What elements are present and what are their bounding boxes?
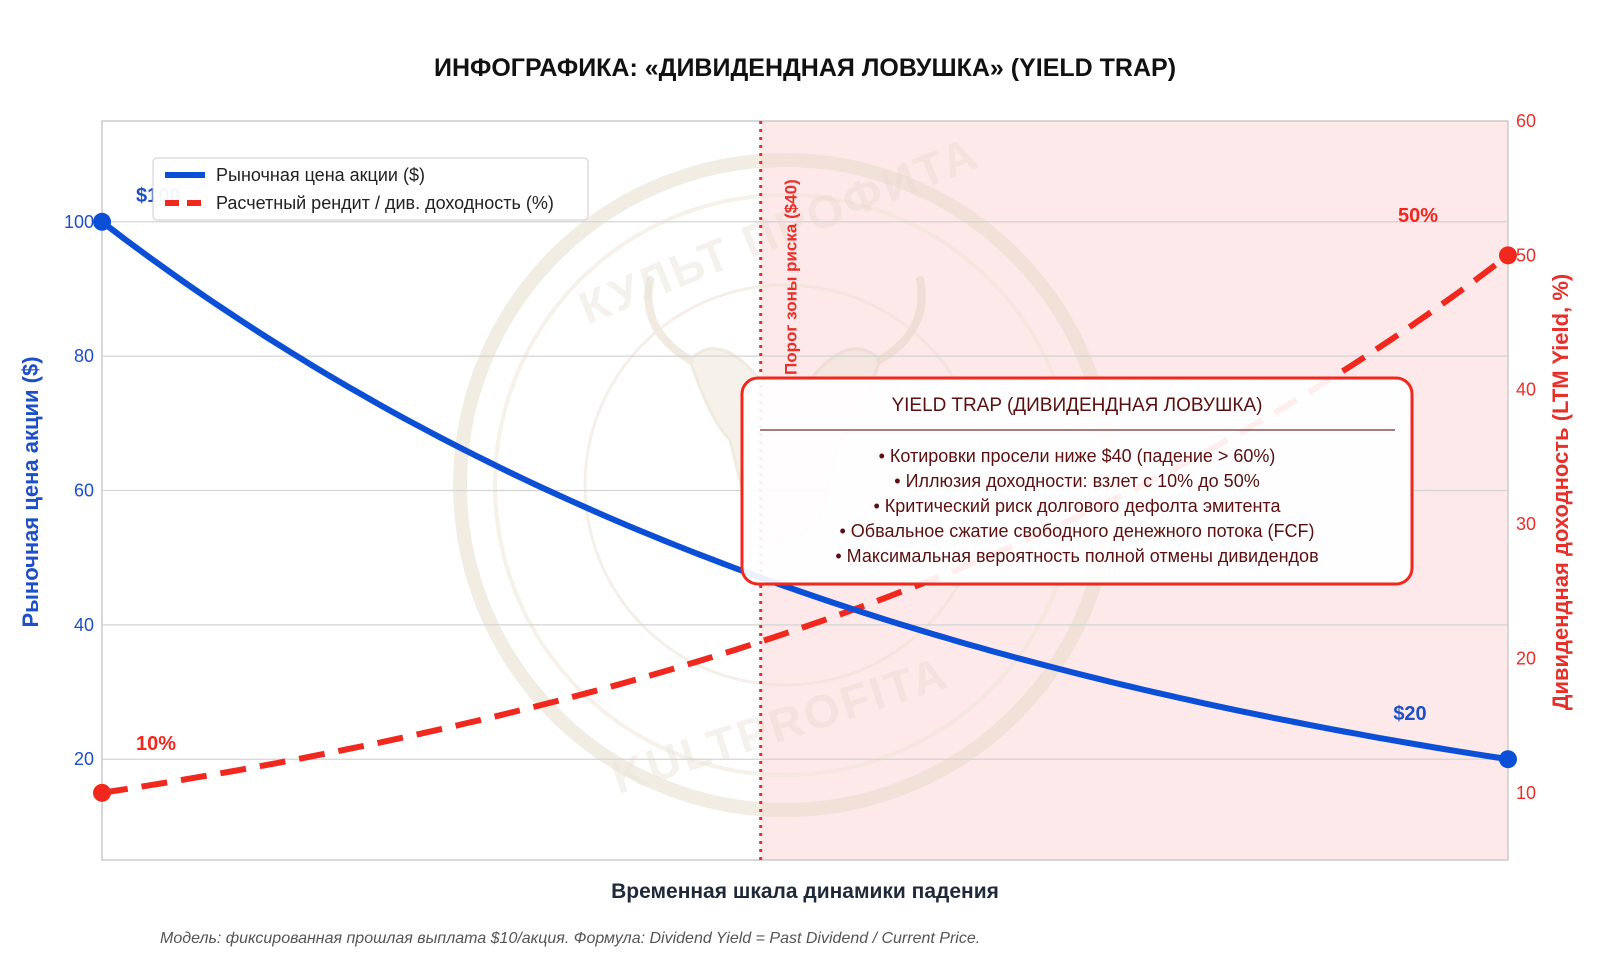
- info-box-title: YIELD TRAP (ДИВИДЕНДНАЯ ЛОВУШКА): [891, 395, 1262, 416]
- info-box-line: • Обвальное сжатие свободного денежного …: [839, 521, 1314, 541]
- price-end-marker: [1499, 750, 1517, 769]
- left-axis-title: Рыночная цена акции ($): [18, 356, 43, 627]
- left-tick-label: 20: [74, 749, 94, 769]
- left-tick-label: 60: [74, 481, 94, 501]
- yield-start-marker: [93, 783, 111, 802]
- right-tick-label: 40: [1516, 380, 1536, 400]
- info-box-line: • Котировки просели ниже $40 (падение > …: [879, 446, 1276, 466]
- yield-end-marker: [1499, 246, 1517, 265]
- legend-label-yield: Расчетный рендит / див. доходность (%): [216, 193, 554, 213]
- price-series-line: [100, 219, 1509, 763]
- left-tick-label: 40: [74, 615, 94, 635]
- left-tick-label: 80: [74, 346, 94, 366]
- right-tick-label: 10: [1516, 783, 1536, 803]
- series-markers: [93, 212, 1517, 802]
- footnote: Модель: фиксированная прошлая выплата $1…: [160, 930, 980, 947]
- price-start-marker: [93, 212, 111, 231]
- yield-end-label: 50%: [1398, 205, 1438, 227]
- info-box-line: • Иллюзия доходности: взлет с 10% до 50%: [894, 471, 1259, 491]
- yield-series-line: [101, 253, 1510, 796]
- yield-trap-info-box: YIELD TRAP (ДИВИДЕНДНАЯ ЛОВУШКА) • Котир…: [740, 376, 1414, 586]
- right-axis-title: Дивидендная доходность (LTM Yield, %): [1548, 274, 1573, 710]
- right-tick-label: 20: [1516, 648, 1536, 668]
- left-axis-ticks: 20 40 60 80 100: [64, 212, 94, 769]
- x-axis-title: Временная шкала динамики падения: [611, 880, 999, 903]
- right-tick-label: 30: [1516, 514, 1536, 534]
- plot-frame: [101, 120, 1509, 861]
- left-tick-label: 100: [64, 212, 94, 232]
- chart-title: ИНФОГРАФИКА: «ДИВИДЕНДНАЯ ЛОВУШКА» (YIEL…: [434, 54, 1176, 82]
- right-axis-ticks: 10 20 30 40 50 60: [1516, 111, 1536, 803]
- price-end-label: $20: [1393, 703, 1426, 725]
- info-box-line: • Максимальная вероятность полной отмены…: [835, 546, 1318, 566]
- chart-legend: Рыночная цена акции ($) Расчетный рендит…: [152, 157, 589, 221]
- legend-label-price: Рыночная цена акции ($): [216, 165, 425, 185]
- yield-start-label: 10%: [136, 733, 176, 755]
- risk-threshold-label: Порог зоны риска ($40): [782, 179, 801, 375]
- info-box-line: • Критический риск долгового дефолта эми…: [874, 496, 1282, 516]
- right-tick-label: 50: [1516, 245, 1536, 265]
- right-tick-label: 60: [1516, 111, 1536, 131]
